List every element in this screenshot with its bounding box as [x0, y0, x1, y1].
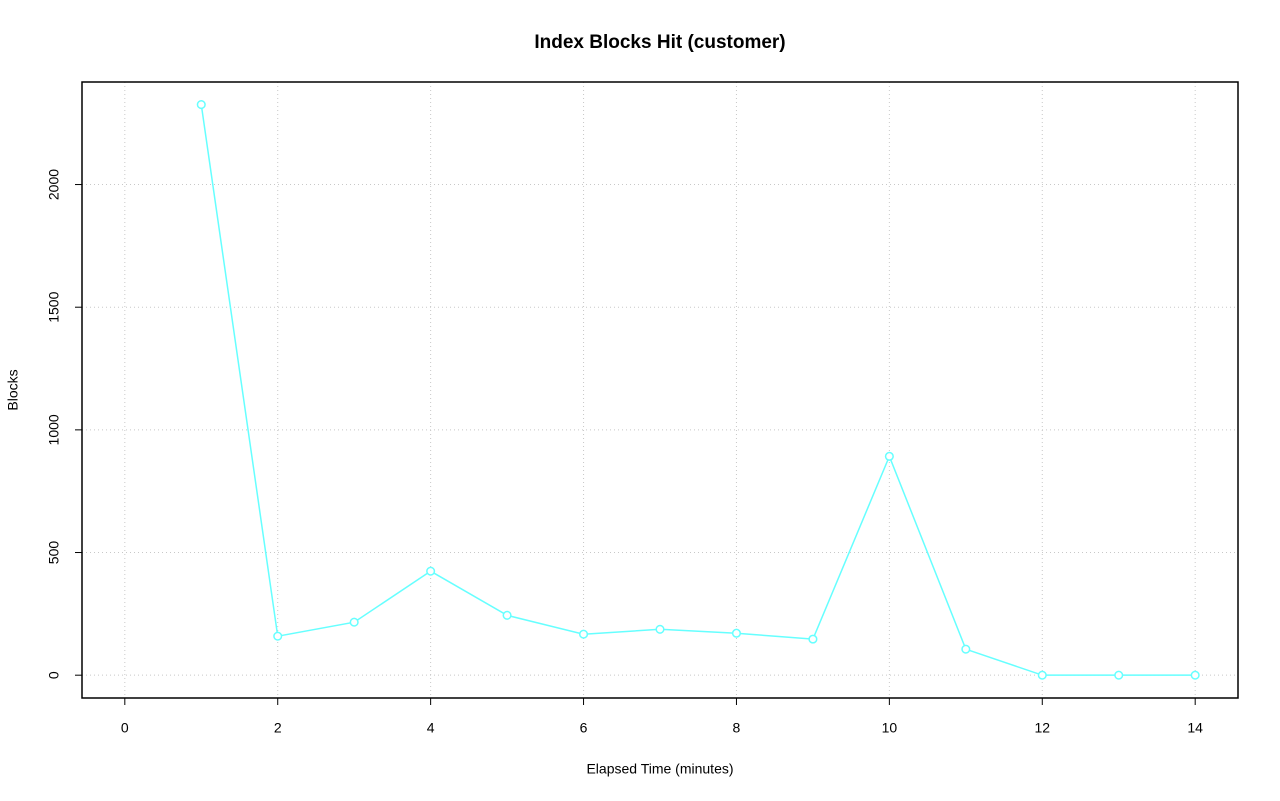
data-point	[349, 617, 359, 627]
data-point	[731, 628, 742, 638]
y-tick-label: 0	[46, 671, 62, 679]
chart-title: Index Blocks Hit (customer)	[534, 32, 785, 53]
plot-frame	[81, 81, 1239, 699]
y-tick-label: 1500	[46, 291, 62, 322]
data-point	[1037, 670, 1047, 680]
data-point	[1114, 670, 1124, 680]
x-tick-label: 8	[733, 720, 741, 736]
data-point	[578, 629, 589, 639]
x-tick-label: 4	[427, 720, 435, 736]
data-point	[961, 644, 971, 654]
x-axis-label: Elapsed Time (minutes)	[586, 761, 733, 777]
series-line	[200, 104, 1196, 676]
x-tick-label: 2	[274, 720, 282, 736]
x-tick-label: 6	[580, 720, 588, 736]
data-point	[655, 624, 665, 634]
data-point	[426, 566, 436, 576]
x-tick-label: 0	[121, 720, 129, 736]
data-point	[808, 634, 818, 644]
y-tick-label: 2000	[46, 169, 62, 200]
data-point	[273, 631, 283, 641]
x-tick-label: 10	[882, 720, 898, 736]
y-tick-label: 500	[46, 541, 62, 565]
data-point	[196, 100, 206, 110]
x-tick-label: 12	[1034, 720, 1050, 736]
data-point	[502, 610, 512, 620]
y-tick-label: 1000	[46, 414, 62, 445]
x-tick-label: 14	[1187, 720, 1203, 736]
data-point	[1190, 670, 1200, 680]
y-axis-label: Blocks	[5, 369, 21, 410]
data-point	[884, 451, 894, 461]
